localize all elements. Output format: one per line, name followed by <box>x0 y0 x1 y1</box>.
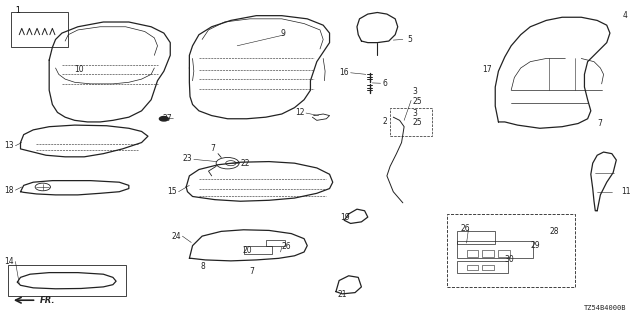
Text: 14: 14 <box>4 257 14 266</box>
Text: 2: 2 <box>382 117 387 126</box>
Text: 3: 3 <box>412 87 417 96</box>
Text: 6: 6 <box>383 79 387 88</box>
Text: 26: 26 <box>282 242 291 251</box>
Bar <box>457 231 495 244</box>
Text: 28: 28 <box>549 227 559 236</box>
Bar <box>8 265 125 296</box>
Text: 22: 22 <box>241 159 250 168</box>
Text: 25: 25 <box>412 97 422 106</box>
Text: 18: 18 <box>4 186 14 195</box>
Text: TZ54B4000B: TZ54B4000B <box>584 305 626 311</box>
Text: 16: 16 <box>339 68 349 77</box>
Text: 17: 17 <box>483 65 492 74</box>
Text: 7: 7 <box>210 144 215 153</box>
Bar <box>11 12 68 47</box>
Text: 13: 13 <box>4 141 14 150</box>
Text: 5: 5 <box>407 35 412 44</box>
Text: 23: 23 <box>183 154 193 163</box>
Bar <box>467 251 478 257</box>
Text: 10: 10 <box>75 65 84 74</box>
Text: 1: 1 <box>15 6 20 15</box>
Text: 29: 29 <box>531 241 540 250</box>
Text: 4: 4 <box>623 11 628 20</box>
Text: 26: 26 <box>460 224 470 233</box>
Text: FR.: FR. <box>40 296 55 305</box>
Text: 11: 11 <box>621 187 630 196</box>
Circle shape <box>159 116 168 121</box>
Text: 19: 19 <box>340 212 350 222</box>
Text: 24: 24 <box>172 232 181 241</box>
Text: 1: 1 <box>15 6 20 15</box>
Text: 7: 7 <box>249 267 253 276</box>
Text: 7: 7 <box>597 119 602 128</box>
Text: 9: 9 <box>280 28 285 38</box>
Text: 15: 15 <box>167 187 177 196</box>
Bar <box>457 241 534 258</box>
Bar <box>244 246 272 253</box>
Bar <box>467 265 478 270</box>
Bar <box>447 214 575 287</box>
Bar <box>266 240 285 246</box>
Bar <box>483 251 494 257</box>
Text: 8: 8 <box>200 262 205 271</box>
Bar <box>499 251 510 257</box>
Bar <box>457 260 508 273</box>
Text: 30: 30 <box>505 255 515 264</box>
Text: 3: 3 <box>412 108 417 117</box>
Text: 21: 21 <box>338 290 348 299</box>
Text: 27: 27 <box>163 114 172 123</box>
Text: 25: 25 <box>412 118 422 127</box>
Bar <box>390 108 431 136</box>
Bar <box>483 265 494 270</box>
Text: 12: 12 <box>295 108 305 117</box>
Text: 20: 20 <box>242 246 252 255</box>
